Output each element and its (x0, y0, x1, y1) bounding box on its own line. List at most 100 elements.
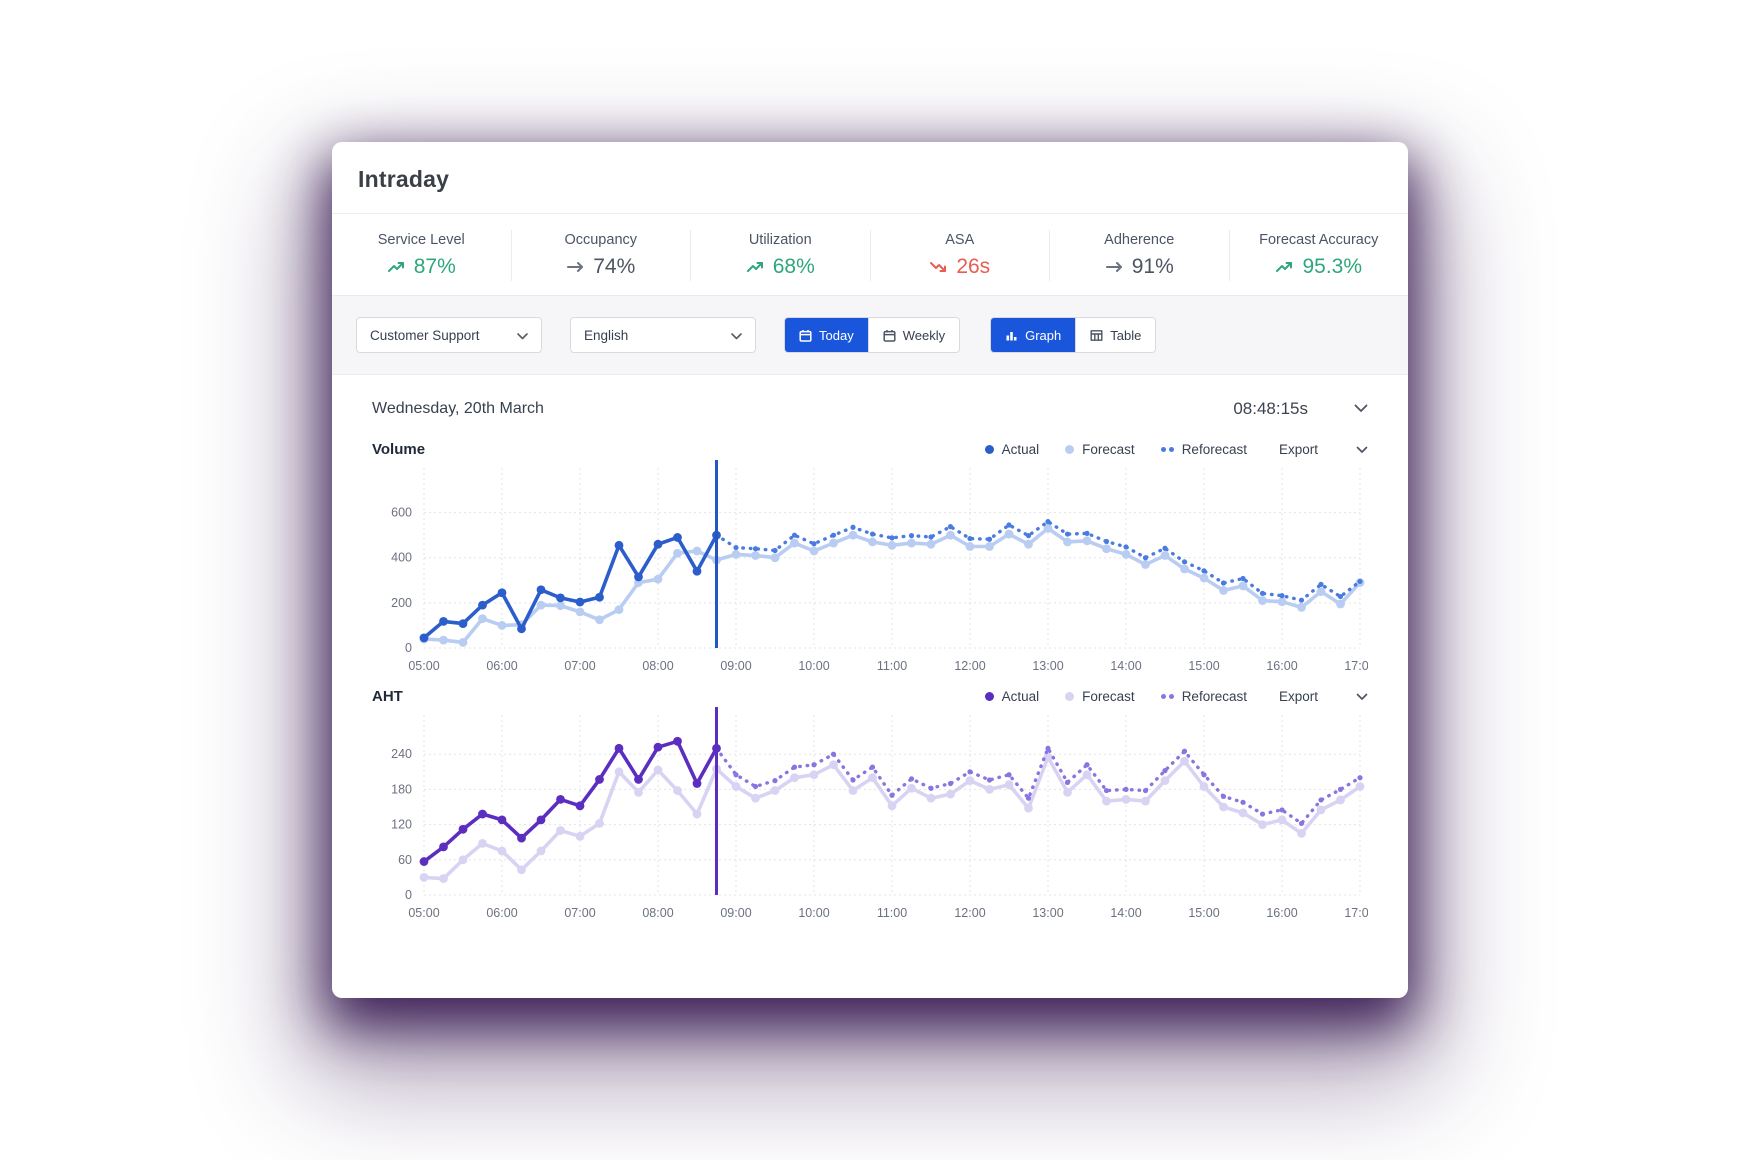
export-button[interactable]: Export (1278, 689, 1318, 704)
kpi-label: Adherence (1104, 232, 1175, 248)
trend-up-icon (387, 260, 406, 274)
current-time: 08:48:15s (1233, 399, 1308, 418)
toggle-label: Today (819, 327, 854, 343)
kpi-utilization: Utilization 68% (691, 230, 871, 281)
kpi-adherence: Adherence 91% (1050, 230, 1230, 281)
language-select-value: English (584, 327, 629, 343)
reforecast-dots-icon (1160, 694, 1174, 699)
legend-item-actual[interactable]: Actual (984, 689, 1040, 704)
calendar-icon (883, 329, 896, 342)
legend-label: Reforecast (1181, 442, 1247, 457)
legend-item-reforecast[interactable]: Reforecast (1160, 442, 1247, 457)
svg-text:15:00: 15:00 (1188, 659, 1219, 673)
trend-up-icon (1275, 260, 1294, 274)
volume-chart-title: Volume (372, 441, 426, 458)
svg-text:17:00: 17:00 (1344, 659, 1368, 673)
forecast-dot-icon (1065, 692, 1075, 701)
svg-text:15:00: 15:00 (1188, 906, 1219, 920)
kpi-label: Forecast Accuracy (1259, 232, 1379, 248)
svg-text:10:00: 10:00 (798, 659, 829, 673)
toggle-graph-button[interactable]: Graph (991, 318, 1076, 352)
toggle-weekly-button[interactable]: Weekly (867, 318, 960, 352)
svg-text:0: 0 (405, 641, 412, 655)
svg-text:14:00: 14:00 (1110, 906, 1141, 920)
period-toggle: Today Weekly (784, 317, 961, 353)
kpi-forecast-accuracy: Forecast Accuracy 95.3% (1230, 230, 1409, 281)
svg-text:180: 180 (391, 782, 412, 796)
toggle-label: Table (1110, 327, 1142, 343)
arrow-right-icon (1105, 260, 1124, 274)
language-select[interactable]: English (570, 317, 756, 353)
kpi-label: Utilization (748, 232, 812, 248)
svg-text:06:00: 06:00 (486, 906, 517, 920)
chevron-down-icon[interactable] (1356, 446, 1368, 454)
legend-label: Actual (1001, 442, 1040, 457)
chart-panel: Wednesday, 20th March 08:48:15s Volume A… (332, 375, 1408, 945)
svg-text:07:00: 07:00 (564, 906, 595, 920)
svg-text:600: 600 (391, 506, 412, 520)
trend-up-icon (746, 260, 765, 274)
svg-text:11:00: 11:00 (877, 659, 907, 673)
kpi-value: 74% (593, 255, 636, 278)
kpi-value: 95.3% (1302, 255, 1363, 278)
chevron-down-icon (731, 328, 742, 343)
chevron-down-icon (517, 328, 528, 343)
kpi-value: 91% (1131, 255, 1174, 278)
svg-text:11:00: 11:00 (877, 906, 907, 920)
chevron-down-icon[interactable] (1354, 400, 1368, 418)
svg-text:400: 400 (391, 551, 412, 565)
toggle-today-button[interactable]: Today (785, 318, 868, 352)
svg-text:120: 120 (391, 818, 412, 832)
toggle-label: Graph (1025, 327, 1062, 343)
volume-chart: 0 200 400 600 05:00 06:00 07:00 08:00 09:00 10:00… (391, 460, 1368, 673)
kpi-row: Service Level 87% Occupancy 74% Utilization 6… (332, 214, 1408, 295)
toggle-table-button[interactable]: Table (1075, 318, 1156, 352)
svg-text:16:00: 16:00 (1266, 906, 1297, 920)
kpi-label: Service Level (377, 232, 465, 248)
toggle-label: Weekly (902, 327, 946, 343)
svg-text:08:00: 08:00 (642, 906, 673, 920)
svg-text:13:00: 13:00 (1032, 906, 1063, 920)
legend-item-reforecast[interactable]: Reforecast (1160, 689, 1247, 704)
svg-text:16:00: 16:00 (1266, 659, 1297, 673)
svg-text:60: 60 (398, 853, 412, 867)
chevron-down-icon[interactable] (1356, 693, 1368, 701)
aht-section: AHT Actual Forecast Reforecast Export 0 60 12… (372, 688, 1368, 925)
actual-dot-icon (984, 692, 994, 701)
filter-bar: Customer Support English Today Weekly Gra… (332, 295, 1408, 375)
legend-label: Actual (1001, 689, 1040, 704)
queue-select-value: Customer Support (370, 327, 480, 343)
svg-text:17:00: 17:00 (1344, 906, 1368, 920)
svg-text:06:00: 06:00 (486, 659, 517, 673)
legend-item-forecast[interactable]: Forecast (1065, 689, 1135, 704)
svg-text:12:00: 12:00 (954, 659, 985, 673)
view-toggle: Graph Table (990, 317, 1157, 353)
legend-item-forecast[interactable]: Forecast (1065, 442, 1135, 457)
svg-text:200: 200 (391, 596, 412, 610)
volume-legend: Actual Forecast Reforecast Export (984, 442, 1368, 457)
kpi-value: 26s (956, 255, 991, 278)
legend-label: Forecast (1082, 442, 1135, 457)
svg-text:13:00: 13:00 (1032, 659, 1063, 673)
kpi-label: ASA (945, 232, 975, 248)
aht-legend: Actual Forecast Reforecast Export (984, 689, 1368, 704)
export-button[interactable]: Export (1278, 442, 1318, 457)
svg-text:05:00: 05:00 (408, 659, 439, 673)
svg-text:10:00: 10:00 (798, 906, 829, 920)
legend-item-actual[interactable]: Actual (984, 442, 1040, 457)
legend-label: Reforecast (1181, 689, 1247, 704)
card-header: Intraday (332, 142, 1408, 214)
kpi-value: 68% (772, 255, 815, 278)
aht-chart: 0 60 120 180 240 05:00 06:00 07:00 08:00 09:00 10:… (391, 707, 1368, 920)
kpi-value: 87% (413, 255, 456, 278)
calendar-icon (799, 329, 812, 342)
legend-label: Forecast (1082, 689, 1135, 704)
queue-select[interactable]: Customer Support (356, 317, 542, 353)
kpi-service-level: Service Level 87% (332, 230, 512, 281)
reforecast-dots-icon (1160, 447, 1174, 452)
forecast-dot-icon (1065, 445, 1075, 454)
svg-text:09:00: 09:00 (720, 659, 751, 673)
svg-text:0: 0 (405, 888, 412, 902)
selected-date: Wednesday, 20th March (372, 400, 544, 417)
volume-section: Volume Actual Forecast Reforecast Export 0 2… (372, 441, 1368, 678)
